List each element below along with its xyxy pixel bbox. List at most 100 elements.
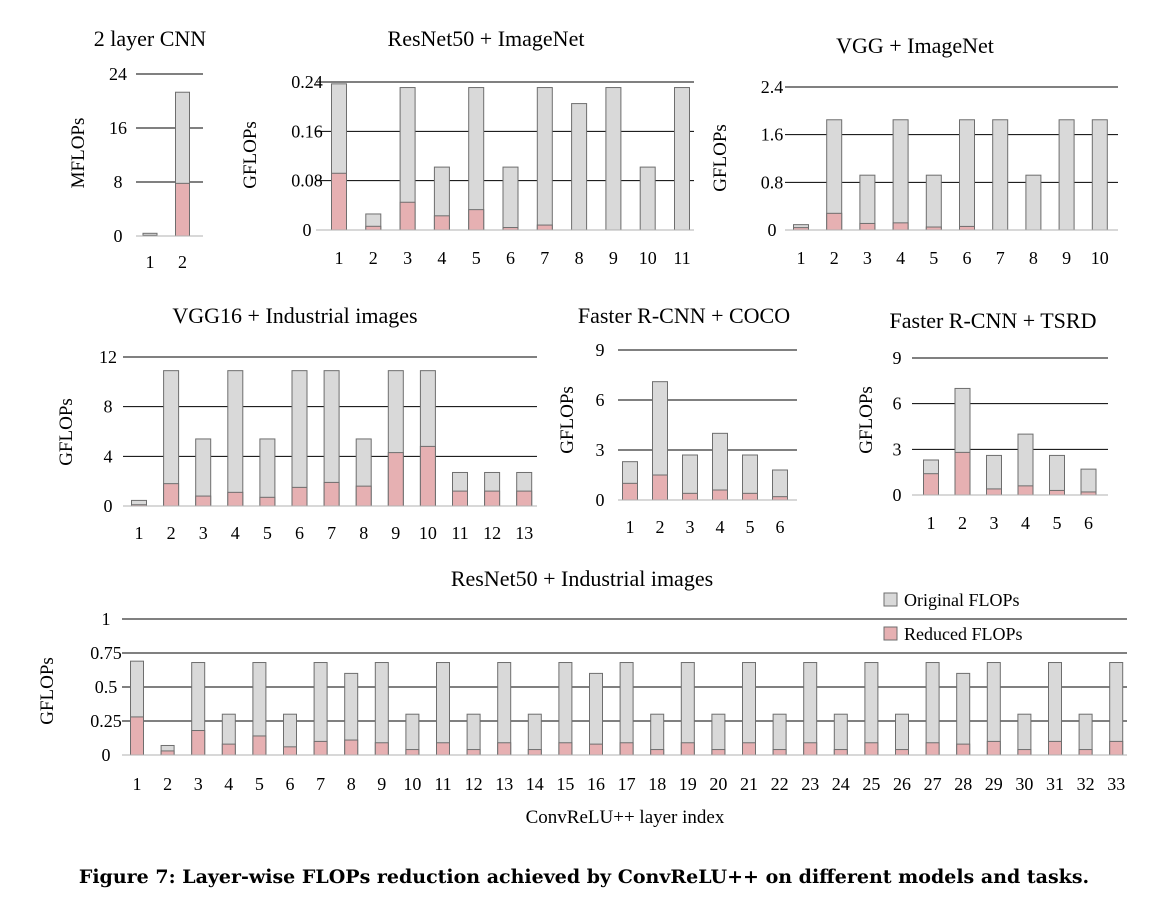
chart5-bar-reduced (622, 482, 638, 501)
chart3-ytick-label: 1.6 (761, 125, 784, 145)
chart2-xtick-label: 5 (472, 248, 481, 268)
chart2-xtick-label: 2 (369, 248, 378, 268)
chart7-bar-original (497, 662, 512, 756)
chart7-xtick-label: 31 (1046, 774, 1064, 794)
chart7-bar-original (527, 713, 542, 756)
chart5-ytick-label: 3 (596, 440, 605, 460)
chart5-xtick-label: 1 (626, 517, 635, 537)
chart5-xtick-label: 4 (716, 517, 725, 537)
chart7-bar-original (1078, 713, 1093, 756)
chart2-ytick-label: 0.16 (291, 121, 323, 141)
chart7-xtick-label: 30 (1015, 774, 1033, 794)
chart4-bar-reduced (259, 496, 276, 507)
chart7-bar-original (589, 672, 603, 756)
chart7-bar-reduced (956, 743, 971, 756)
chart2-ylabel: GFLOPs (240, 121, 261, 189)
chart6-ytick-label: 3 (893, 439, 902, 459)
chart7-xtick-label: 1 (133, 774, 142, 794)
chart2-xtick-label: 9 (609, 248, 618, 268)
chart7-xtick-label: 19 (679, 774, 697, 794)
chart7-xtick-label: 6 (286, 774, 295, 794)
chart7-xtick-label: 7 (316, 774, 325, 794)
chart4-bar-reduced (323, 481, 340, 507)
chart7-bar-original (833, 713, 848, 756)
chart5-xtick-label: 6 (776, 517, 785, 537)
chart7-title: ResNet50 + Industrial images (451, 566, 713, 591)
chart4-xtick-label: 10 (419, 523, 437, 543)
chart2-bar-original (502, 166, 519, 231)
chart7-bar-reduced (680, 742, 695, 756)
chart7-bar-original (466, 713, 481, 756)
chart5-xtick-label: 5 (746, 517, 755, 537)
chart7-bar-reduced (895, 749, 909, 756)
chart2-bar-original (536, 87, 553, 231)
chart7-xtick-label: 5 (255, 774, 264, 794)
chart2-bar-original (639, 166, 656, 231)
chart4-ytick-label: 0 (104, 496, 113, 516)
chart3-ytick-label: 2.4 (761, 77, 784, 97)
chart2-bar-original (468, 87, 485, 231)
chart7-xtick-label: 16 (587, 774, 605, 794)
chart7-bar-original (895, 713, 909, 756)
chart7-bar-original (772, 713, 787, 756)
chart2-ytick-label: 0 (303, 220, 312, 240)
chart3-title: VGG + ImageNet (836, 33, 994, 58)
chart7-bar-reduced (283, 746, 297, 756)
chart7-bar-original (650, 713, 665, 756)
chart6-ytick-label: 6 (893, 394, 902, 414)
chart2-ytick-label: 0.24 (291, 72, 323, 92)
chart3-bar-original (925, 174, 942, 231)
chart7-bar-original (436, 662, 450, 756)
chart7-bar-original (619, 662, 634, 756)
chart7-xtick-label: 28 (954, 774, 972, 794)
chart2-bar-original (571, 103, 588, 231)
chart4-xtick-label: 11 (451, 523, 468, 543)
chart7-bar-reduced (925, 742, 940, 756)
chart4-bar-reduced (419, 445, 436, 507)
chart7-xtick-label: 2 (163, 774, 172, 794)
chart3-xtick-label: 3 (863, 248, 872, 268)
chart4-bar-reduced (387, 452, 404, 507)
chart2-xtick-label: 7 (540, 248, 549, 268)
chart7-xtick-label: 3 (194, 774, 203, 794)
chart7-xtick-label: 33 (1107, 774, 1125, 794)
chart7-xtick-label: 25 (862, 774, 880, 794)
chart7-bar-reduced (1048, 740, 1062, 756)
chart6-title: Faster R-CNN + TSRD (890, 308, 1097, 333)
chart7-bar-reduced (1017, 749, 1032, 756)
chart2-xtick-label: 6 (506, 248, 515, 268)
chart4-xtick-label: 8 (359, 523, 368, 543)
chart6-bar-reduced (954, 451, 971, 496)
chart2-title: ResNet50 + ImageNet (388, 26, 585, 51)
chart2-xtick-label: 10 (639, 248, 657, 268)
chart3-bar-original (992, 119, 1009, 231)
chart7-bar-reduced (374, 742, 389, 756)
chart7-xtick-label: 23 (801, 774, 819, 794)
chart3-xtick-label: 4 (896, 248, 905, 268)
chart7-xtick-label: 18 (648, 774, 666, 794)
chart4-bar-reduced (484, 490, 501, 507)
chart2-xtick-label: 11 (673, 248, 690, 268)
chart5-ytick-label: 6 (596, 390, 605, 410)
chart7-xtick-label: 14 (526, 774, 544, 794)
chart4-bar-reduced (163, 483, 180, 507)
chart4-bar-reduced (291, 486, 308, 507)
chart2-xtick-label: 3 (403, 248, 412, 268)
chart6-bar-reduced (1017, 485, 1034, 496)
chart7-bar-reduced (803, 742, 818, 756)
chart2-bar-reduced (365, 225, 382, 231)
chart3-xtick-label: 5 (929, 248, 938, 268)
chart3-xtick-label: 7 (996, 248, 1005, 268)
chart7-xtick-label: 13 (495, 774, 513, 794)
chart6-xtick-label: 2 (958, 513, 967, 533)
chart1-ylabel: MFLOPs (68, 118, 89, 189)
chart3-ytick-label: 0.8 (761, 172, 784, 192)
chart4-xtick-label: 1 (135, 523, 144, 543)
chart2-bar-original (674, 87, 690, 231)
chart4-bar-reduced (516, 490, 533, 507)
chart3-bar-reduced (859, 222, 876, 231)
chart3-xtick-label: 8 (1029, 248, 1038, 268)
chart7-xtick-label: 21 (740, 774, 758, 794)
chart3-bar-original (1025, 174, 1042, 231)
